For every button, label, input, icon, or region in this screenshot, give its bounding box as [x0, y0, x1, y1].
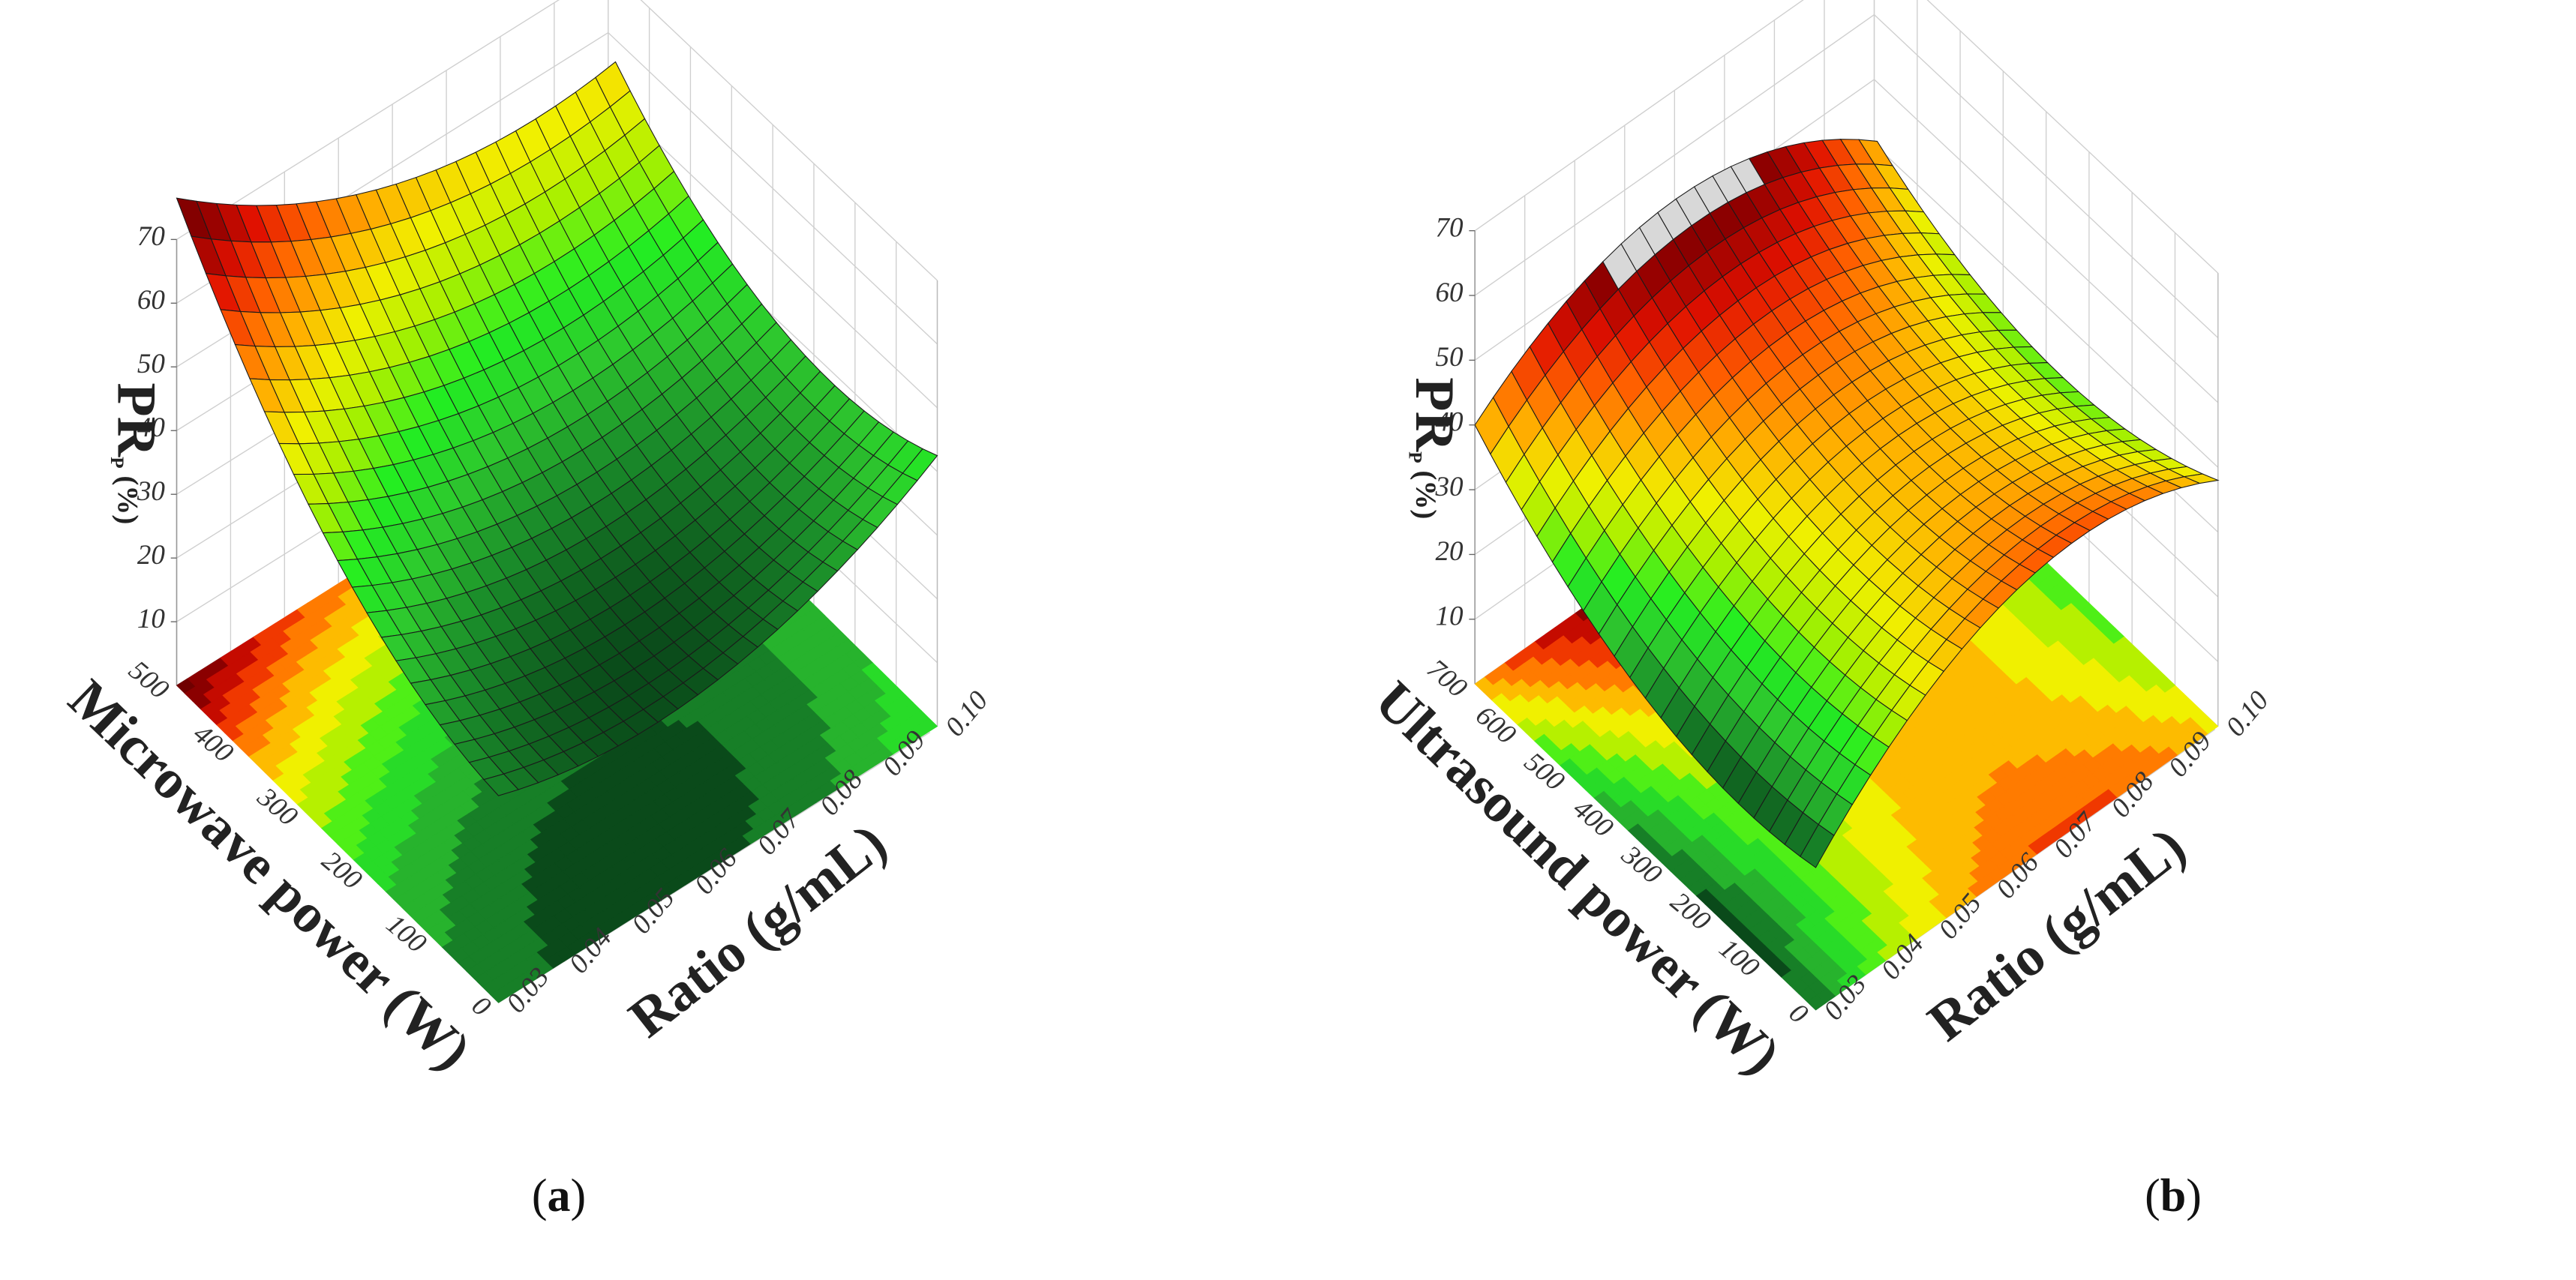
- y-tick-label: 0.10: [939, 685, 994, 742]
- z-axis-title: PRP (%): [106, 382, 167, 524]
- x-tick-label: 0: [466, 990, 497, 1023]
- z-tick-label: 50: [1436, 342, 1464, 373]
- chart-panel-a: 10 20 30 40 50 60 70 PRP (%) 0 100 200 300 400 500 Mic…: [57, 0, 995, 1222]
- z-tick-label: 50: [137, 349, 166, 379]
- z-tick-label: 20: [1436, 536, 1464, 567]
- z-tick-label: 70: [1436, 212, 1464, 243]
- z-tick-label: 10: [1436, 601, 1464, 632]
- panel-caption-a: (a): [531, 1171, 587, 1222]
- response-surface: [176, 61, 938, 796]
- z-tick-label: 60: [1436, 277, 1464, 308]
- z-tick-label: 10: [137, 604, 166, 634]
- z-axis: 10 20 30 40 50 60 70: [1435, 212, 1476, 632]
- y-tick-label: 0.10: [2220, 685, 2275, 742]
- z-tick-label: 30: [137, 476, 166, 507]
- z-tick-label: 70: [137, 221, 166, 252]
- z-tick-label: 40: [137, 412, 166, 443]
- panel-caption-b: (b): [2145, 1171, 2202, 1222]
- chart-panel-b: 10 20 30 40 50 60 70 PRP (%) 0 100 200 300 400 500 600…: [1288, 0, 2576, 1280]
- z-tick-label: 20: [137, 540, 166, 571]
- z-axis-title: PRP (%): [1404, 377, 1465, 519]
- z-tick-label: 60: [137, 285, 166, 316]
- response-surface: [1474, 139, 2220, 868]
- z-tick-label: 30: [1435, 472, 1464, 502]
- x-tick-label: 0: [1783, 997, 1814, 1030]
- z-tick-label: 40: [1436, 407, 1464, 438]
- z-axis: 10 20 30 40 50 60 70: [137, 221, 177, 634]
